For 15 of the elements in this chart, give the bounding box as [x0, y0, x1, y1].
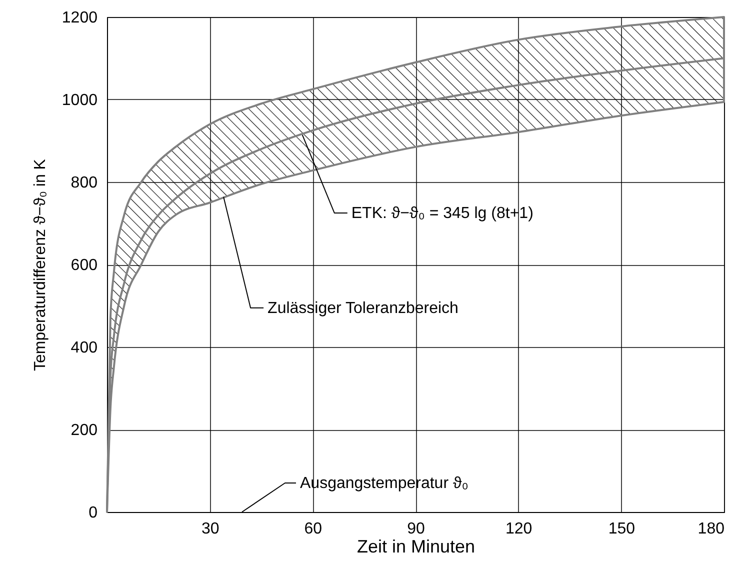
y-axis-title: Temperaturdifferenz ϑ−ϑ₀ in K	[32, 158, 49, 371]
x-axis-title: Zeit in Minuten	[356, 536, 476, 556]
x-tick-label: 180	[698, 520, 725, 538]
x-tick-label: 90	[407, 520, 425, 538]
x-tick-label: 60	[304, 520, 322, 538]
y-tick-label: 800	[70, 174, 98, 192]
y-tick-label: 200	[70, 422, 98, 439]
y-tick-label: 400	[70, 340, 98, 356]
y-tick-label: 0	[88, 504, 98, 522]
y-tick-label: 1200	[62, 10, 98, 26]
y-tick-label: 600	[70, 257, 98, 274]
y-tick-label: 1000	[62, 92, 98, 109]
x-tick-label: 120	[505, 520, 532, 538]
x-tick-label: 30	[201, 520, 220, 538]
x-tick-label: 150	[608, 520, 636, 538]
